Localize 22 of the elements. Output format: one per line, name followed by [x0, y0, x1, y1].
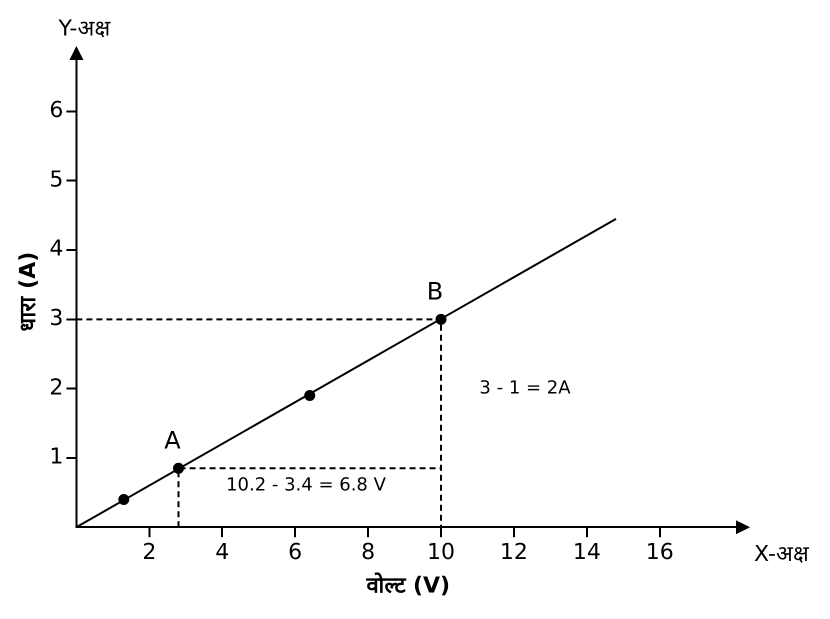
x-tick-label: 10: [427, 540, 456, 566]
x-axis-title: वोल्ट (V): [365, 572, 450, 599]
y-tick-label: 1: [49, 444, 64, 470]
x-tick-label: 2: [142, 540, 156, 566]
y-tick-label: 4: [49, 236, 64, 262]
x-tick-label: 12: [500, 540, 528, 566]
y-tick-label: 3: [49, 306, 64, 332]
x-tick-label: 6: [288, 540, 302, 566]
y-axis-title: धारा (A): [16, 252, 41, 332]
x-tick-label: 14: [572, 540, 601, 566]
text: Y-अक्ष: [58, 16, 112, 42]
annotation: 3 - 1 = 2A: [479, 377, 572, 398]
annotation: A: [164, 426, 182, 455]
y-tick-label: 6: [49, 98, 64, 124]
x-tick-label: 4: [215, 540, 230, 566]
y-tick-label: 5: [49, 167, 64, 192]
annotation: 10.2 - 3.4 = 6.8 V: [226, 474, 387, 496]
text: X-अक्ष: [754, 542, 810, 567]
annotation: B: [426, 278, 444, 306]
x-tick-label: 8: [361, 540, 376, 566]
y-tick-label: 2: [49, 375, 64, 400]
x-tick-label: 16: [646, 540, 674, 566]
